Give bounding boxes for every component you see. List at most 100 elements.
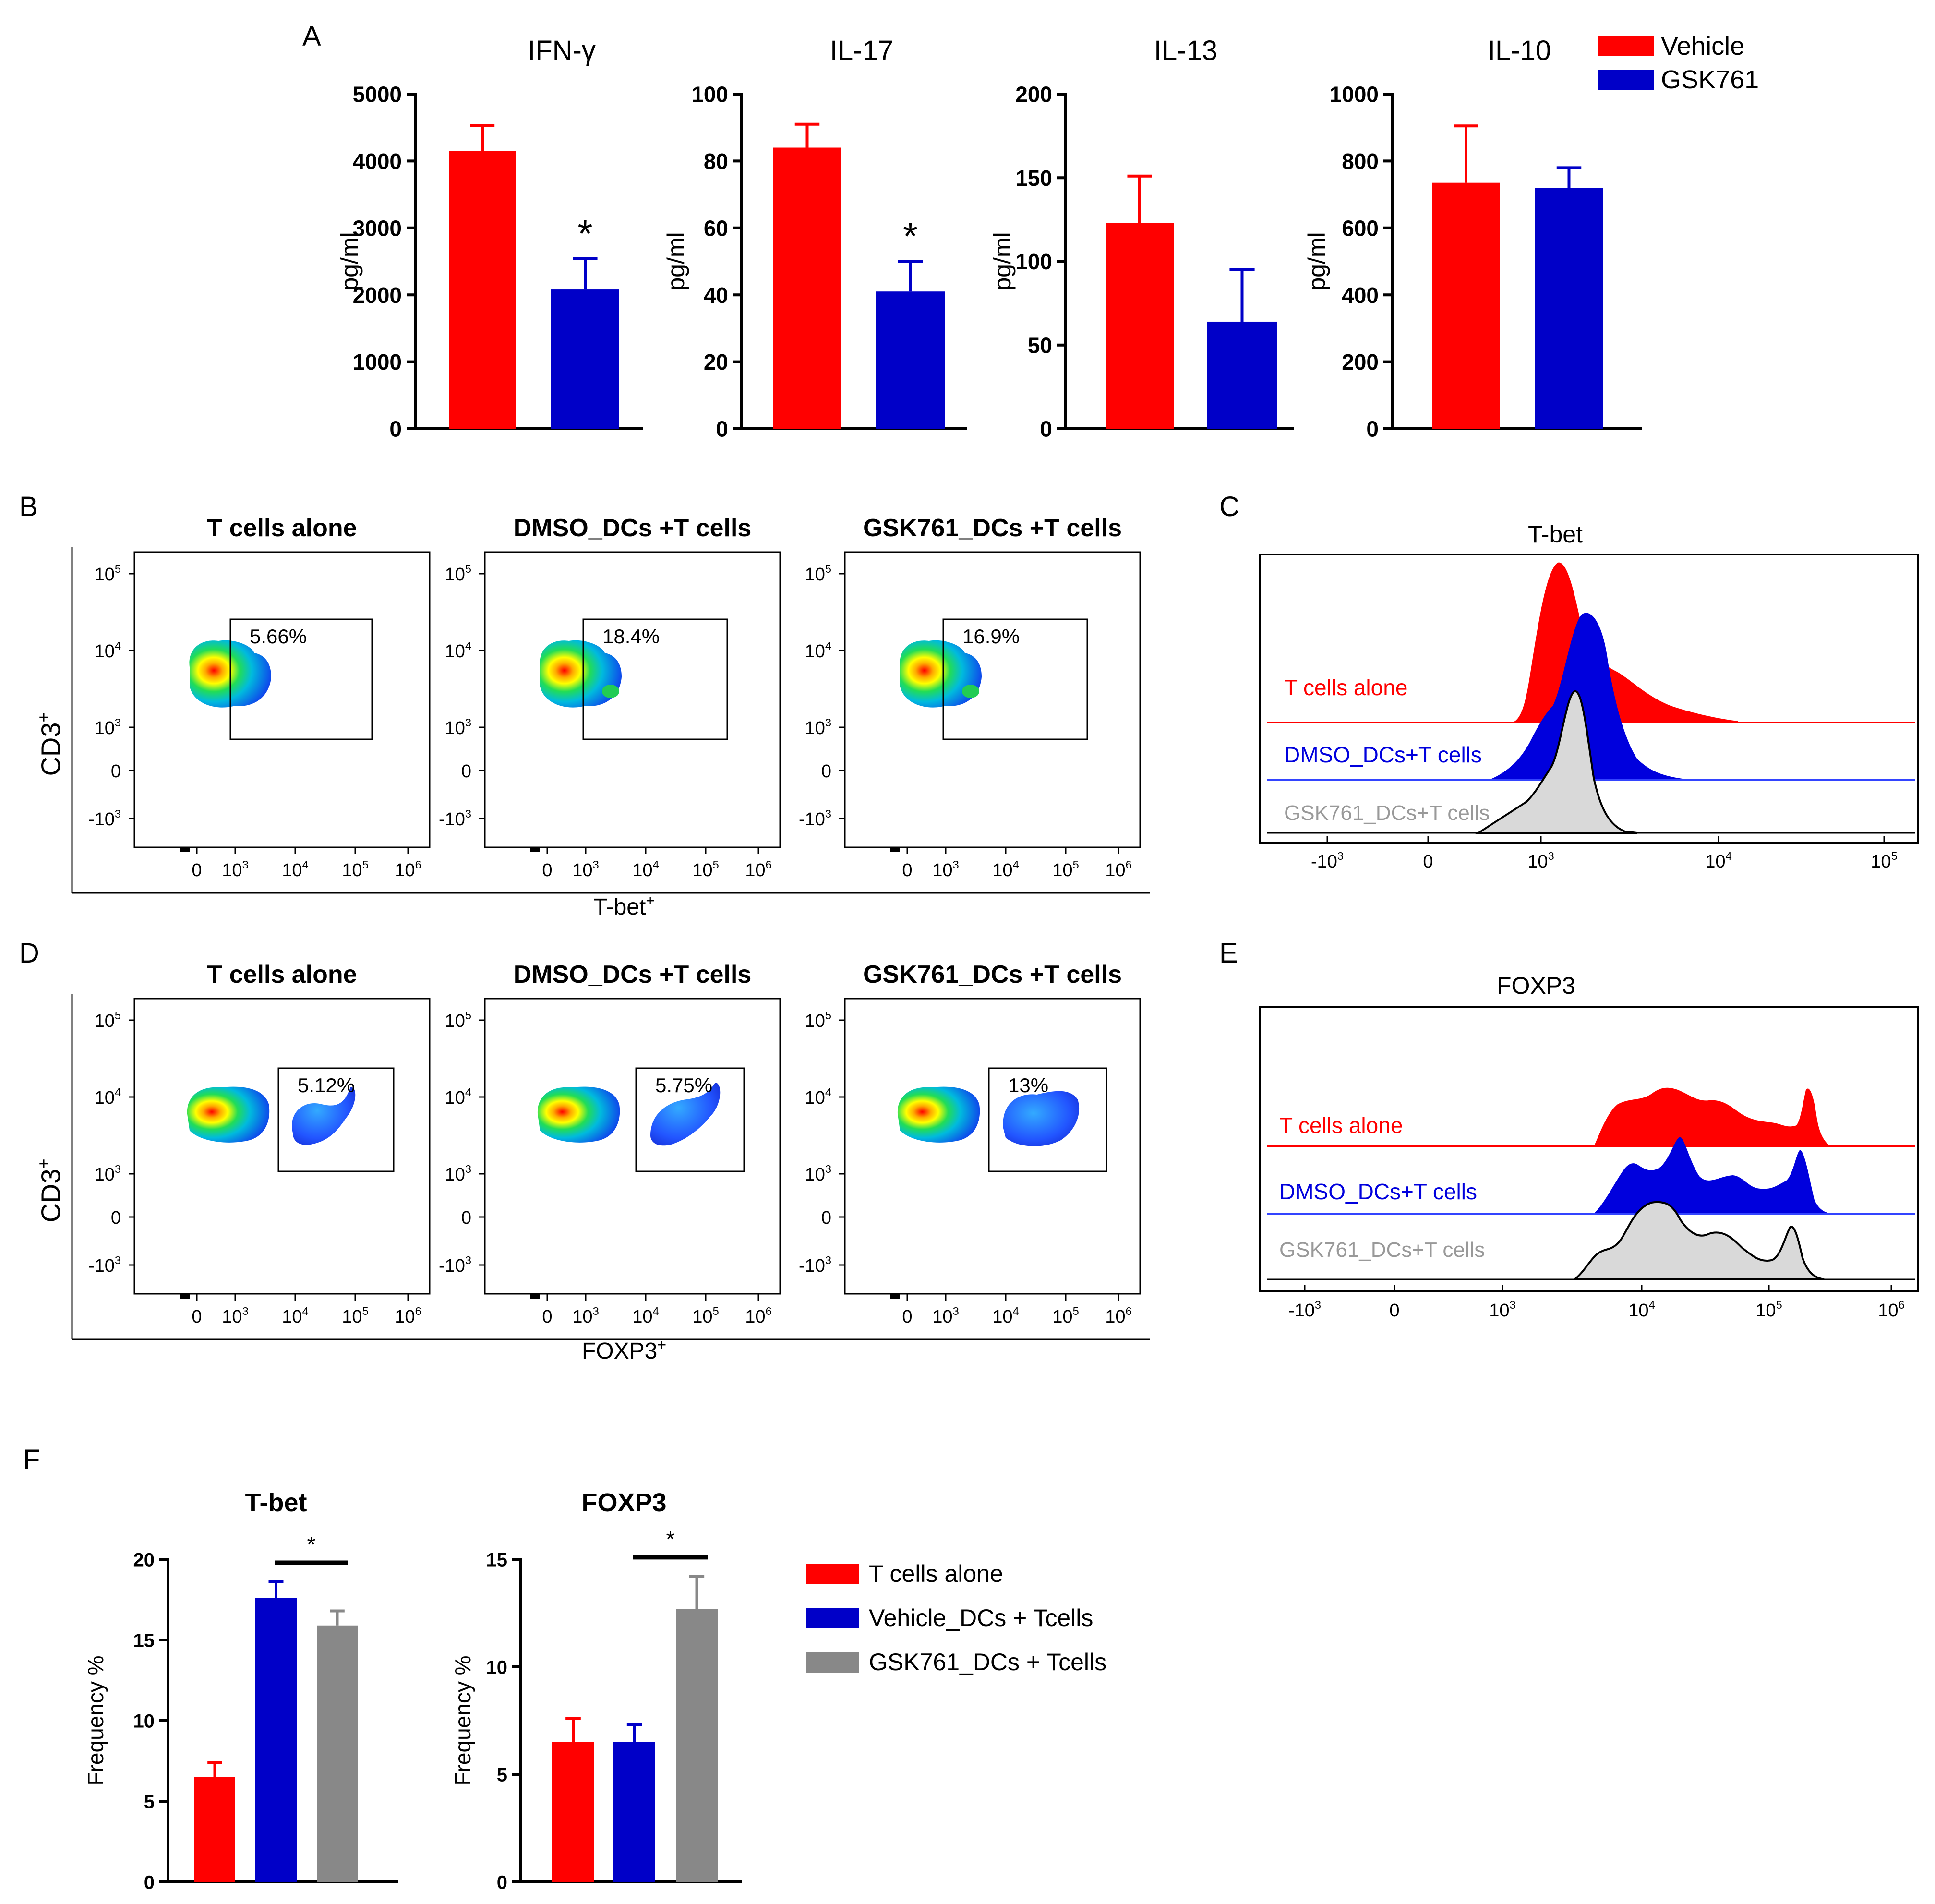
hist-x-tick-label-base: 10	[1527, 852, 1548, 872]
flow-x-tick-label: 105	[692, 858, 719, 880]
flow-axis-marker	[180, 1294, 190, 1299]
flow-x-tick-label: 0	[902, 1307, 912, 1327]
flow-b-y-label: CD3+	[34, 712, 66, 776]
flow-y-tick-label-exp: 4	[465, 1086, 471, 1098]
y-tick-label: 10	[133, 1711, 155, 1732]
flow-x-tick-label-base: 0	[192, 860, 202, 880]
y-tick-label: 0	[716, 417, 728, 442]
flow-y-tick-label-base: 10	[95, 1088, 115, 1108]
hist-x-tick-label-exp: 5	[1891, 850, 1898, 862]
flow-y-tick-label: 0	[821, 761, 831, 782]
flow-axis-marker	[890, 847, 900, 852]
y-tick-label: 1000	[353, 349, 402, 374]
flow-y-tick-label: -103	[88, 807, 121, 830]
flow-y-tick-label: 105	[805, 563, 831, 585]
hist-x-tick-label-exp: 3	[1510, 1299, 1516, 1311]
hist-e-peak-blue	[1594, 1137, 1831, 1214]
flow-x-tick-label-base: 10	[572, 1307, 592, 1327]
flow-x-tick-label: 0	[542, 1307, 552, 1327]
y-tick-label: 0	[497, 1872, 507, 1893]
legend-panel-f: T cells alone Vehicle_DCs + Tcells GSK76…	[806, 1560, 1106, 1675]
flow-y-tick-label: 104	[95, 1086, 121, 1108]
flow-y-tick-label-base: -10	[799, 809, 825, 830]
flow-b-x-label-text: T-bet	[593, 894, 646, 920]
flow-x-tick-label: 105	[1052, 858, 1079, 880]
hist-c-peak-red	[1267, 562, 1738, 723]
flow-y-tick-label: 103	[95, 716, 121, 738]
flow-x-tick-label-exp: 4	[653, 858, 659, 871]
flow-x-tick-label-exp: 6	[415, 1305, 421, 1317]
hist-c-track-3: GSK761_DCs+T cells	[1284, 801, 1490, 825]
flow-b-x-label: T-bet+	[593, 892, 655, 920]
flow-y-tick-label: 0	[461, 761, 471, 782]
hist-x-tick-label-exp: 5	[1776, 1299, 1782, 1311]
flow-gate-percent: 13%	[1008, 1074, 1048, 1097]
hist-x-tick-label: 0	[1423, 852, 1433, 872]
bar-3	[676, 1609, 718, 1882]
flow-y-tick-label-exp: 5	[465, 563, 471, 575]
flow-y-tick-label-base: -10	[88, 809, 115, 830]
flow-axis-marker	[180, 847, 190, 852]
flow-x-tick-label: 105	[1052, 1305, 1079, 1327]
flow-x-tick-label: 105	[342, 1305, 368, 1327]
flow-y-tick-label-base: 10	[445, 565, 465, 585]
flow-x-tick-label: 104	[632, 858, 659, 880]
significance-star: *	[577, 212, 592, 255]
flow-y-tick-label-base: 10	[95, 1011, 115, 1031]
hist-e-peak-gray	[1572, 1201, 1825, 1280]
flow-plot-frame	[844, 998, 1141, 1295]
flow-axis-marker	[890, 1294, 900, 1299]
panel-letter-b: B	[19, 491, 38, 522]
hist-x-tick-label: 106	[1878, 1299, 1904, 1321]
bar-chart-5: T-bet Frequency % 0 5 10 15 20 *	[83, 1488, 398, 1893]
panel-letter-d: D	[19, 938, 39, 969]
bar-1	[1106, 223, 1174, 429]
flow-y-tick-label-base: 10	[805, 718, 825, 738]
flow-y-tick-label: -103	[88, 1254, 121, 1276]
hist-x-tick-label-exp: 3	[1548, 850, 1554, 862]
flow-plot-frame	[484, 551, 781, 848]
hist-c-peak-gray	[1475, 690, 1637, 834]
flow-x-tick-label-base: 10	[342, 1307, 362, 1327]
flow-y-tick-label: 104	[805, 639, 831, 662]
flow-x-tick-label-exp: 5	[713, 1305, 719, 1317]
y-tick-label: 0	[1040, 417, 1052, 442]
y-tick-label: 15	[486, 1549, 508, 1570]
y-tick-label: 0	[389, 417, 402, 442]
hist-c-track-2: DMSO_DCs+T cells	[1284, 742, 1482, 767]
flow-x-tick-label: 106	[1105, 858, 1131, 880]
hist-x-tick-label: -103	[1288, 1299, 1321, 1321]
y-tick-label: 200	[1342, 349, 1379, 374]
hist-x-tick-label-base: 10	[1489, 1301, 1509, 1321]
legend-label-gsk761-dcs: GSK761_DCs + Tcells	[869, 1649, 1106, 1675]
flow-x-tick-label-base: 10	[572, 860, 592, 880]
flow-x-tick-label-exp: 5	[362, 858, 369, 871]
flow-density-main	[187, 1086, 270, 1143]
flow-y-tick-label-exp: 4	[115, 1086, 121, 1098]
flow-x-tick-label: 0	[192, 1307, 202, 1327]
flow-x-tick-label: 106	[395, 858, 421, 880]
flow-y-tick-label-base: -10	[439, 809, 465, 830]
flow-y-tick-label-base: 10	[445, 1165, 465, 1185]
flow-gate	[277, 1067, 395, 1172]
flow-y-tick-label: 103	[445, 1163, 471, 1185]
flow-x-tick-label: 103	[222, 1305, 248, 1327]
flow-x-tick-label: 105	[342, 858, 368, 880]
flow-y-tick-label-exp: 4	[465, 639, 471, 652]
bar-chart-2: IL-17 pg/ml 0 20 40 60 80 100 *	[662, 35, 967, 442]
flow-y-tick-label-exp: 3	[825, 1163, 831, 1175]
flow-x-tick-label: 104	[992, 1305, 1019, 1327]
flow-y-tick-label: 104	[805, 1086, 831, 1108]
flow-y-tick-label: 0	[111, 761, 121, 782]
bar-2	[255, 1598, 297, 1882]
bar-2	[1535, 188, 1603, 429]
flow-x-tick-label: 103	[572, 1305, 599, 1327]
flow-x-tick-label-base: 10	[932, 860, 952, 880]
flow-y-tick-label: 105	[445, 563, 471, 585]
flow-gate	[635, 1067, 745, 1172]
flow-x-tick-label-base: 10	[932, 1307, 952, 1327]
flow-plot-title: DMSO_DCs +T cells	[514, 514, 752, 542]
